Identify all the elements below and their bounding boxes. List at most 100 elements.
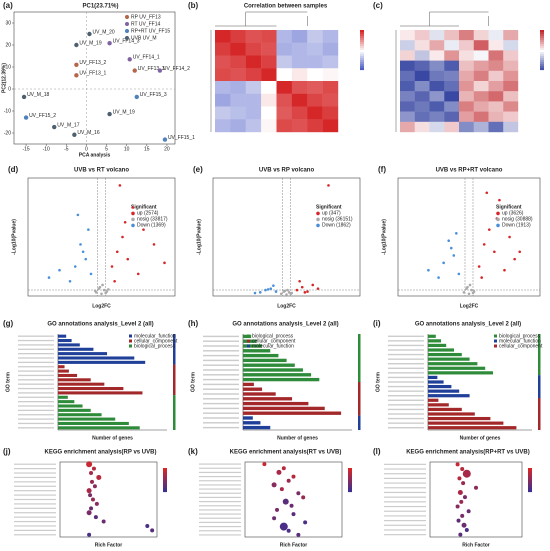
x-tick-label: 0 <box>85 146 88 152</box>
bar <box>58 400 75 404</box>
heat-cell <box>400 50 415 61</box>
bar <box>243 363 295 367</box>
panel-label: (c) <box>373 1 383 10</box>
bar <box>428 426 517 430</box>
point <box>298 279 301 283</box>
heat-cell <box>261 55 277 69</box>
term-placeholder <box>384 473 426 475</box>
bar <box>58 408 91 412</box>
legend-label: up (2574) <box>137 211 159 217</box>
colorbar <box>540 34 544 37</box>
term-placeholder <box>384 463 426 465</box>
term-placeholder <box>14 525 56 527</box>
bar <box>428 384 452 389</box>
term-placeholder <box>388 340 424 342</box>
plot-frame <box>244 461 343 538</box>
heat-cell <box>322 106 339 120</box>
heat-cell <box>276 106 293 120</box>
heat-cell <box>488 60 504 71</box>
bar <box>428 352 462 357</box>
point <box>480 276 483 279</box>
bar <box>243 401 309 406</box>
colorbar <box>528 488 532 491</box>
bar <box>58 369 69 373</box>
point <box>316 287 320 290</box>
heat-cell <box>444 40 460 51</box>
bar <box>243 392 276 396</box>
colorbar <box>540 62 544 65</box>
colorbar <box>528 480 532 483</box>
bar <box>428 398 439 402</box>
colorbar <box>528 474 532 477</box>
colorbar <box>528 482 532 485</box>
heat-cell <box>400 91 415 102</box>
point-label: UV_FF13_1 <box>79 71 106 77</box>
term-placeholder <box>388 404 424 406</box>
dot <box>289 503 294 508</box>
heat-cell <box>473 50 489 61</box>
term-placeholder <box>203 374 239 376</box>
dendrogram <box>395 11 489 132</box>
y-tick-label: -20 <box>4 130 11 136</box>
term-placeholder <box>14 512 56 514</box>
point <box>101 283 104 287</box>
heat-cell <box>400 60 415 71</box>
heat-cell <box>473 101 489 112</box>
panel-label: (d) <box>8 165 19 174</box>
bar <box>428 357 470 361</box>
heat-cell <box>503 50 519 61</box>
point <box>311 283 315 287</box>
point <box>258 291 262 294</box>
panel-title: GO annotations analysis_Level 2 (all) <box>47 322 153 328</box>
heat-cell <box>473 91 489 102</box>
term-placeholder <box>18 422 54 425</box>
bar <box>58 421 129 425</box>
point <box>285 293 288 296</box>
colorbar <box>528 478 532 481</box>
term-placeholder <box>14 520 56 523</box>
dot <box>275 507 280 512</box>
bar <box>58 352 108 356</box>
dot <box>462 495 467 500</box>
group-bar <box>358 334 361 382</box>
colorbar <box>360 32 364 35</box>
y-axis-label: GO term <box>375 371 381 392</box>
legend-swatch <box>131 223 135 228</box>
term-placeholder <box>384 487 426 489</box>
x-tick-label: -15 <box>22 146 29 152</box>
term-placeholder <box>384 477 426 480</box>
heat-cell <box>429 101 445 112</box>
point <box>73 265 77 268</box>
legend-label: Down (1913) <box>502 223 531 229</box>
heat-cell <box>322 42 339 56</box>
dot <box>145 523 150 528</box>
term-placeholder <box>388 413 424 415</box>
heat-cell <box>322 93 339 107</box>
heat-cell <box>307 55 323 69</box>
dot <box>279 487 284 492</box>
x-tick-label: 20 <box>164 146 170 152</box>
colorbar <box>348 478 352 481</box>
bar <box>243 377 320 382</box>
point-label: UV_M_18 <box>27 92 49 98</box>
dot <box>94 501 99 506</box>
heat-cell <box>400 101 415 112</box>
term-placeholder <box>14 534 56 536</box>
colorbar <box>360 40 364 43</box>
point <box>87 31 92 37</box>
colorbar <box>360 58 364 61</box>
heat-cell <box>291 42 308 56</box>
heat-cell <box>215 106 231 120</box>
dot <box>301 495 306 500</box>
legend-swatch <box>494 344 497 348</box>
legend-swatch <box>131 211 135 216</box>
dot <box>455 504 460 509</box>
dot <box>459 499 464 504</box>
legend-label: biological_process <box>134 343 176 349</box>
point <box>467 292 471 296</box>
term-placeholder <box>203 354 239 357</box>
bar <box>58 339 72 343</box>
heat-cell <box>261 30 277 43</box>
colorbar <box>348 490 352 493</box>
legend-swatch <box>316 211 320 216</box>
